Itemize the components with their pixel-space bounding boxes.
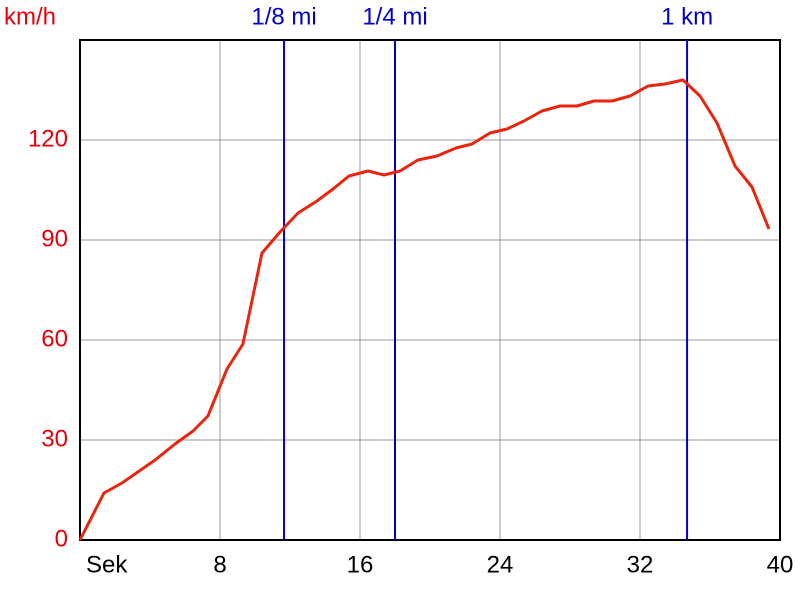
x-axis-label: Sek (86, 551, 128, 578)
y-tick-label: 0 (55, 525, 68, 552)
y-tick-label: 30 (41, 425, 68, 452)
distance-marker-label: 1/4 mi (362, 3, 427, 30)
x-tick-label: 32 (627, 551, 654, 578)
x-tick-label: 40 (767, 551, 794, 578)
y-tick-label: 120 (28, 125, 68, 152)
distance-marker-label: 1/8 mi (251, 3, 316, 30)
y-axis-label: km/h (4, 3, 56, 30)
x-tick-label: 8 (213, 551, 226, 578)
x-tick-label: 16 (347, 551, 374, 578)
distance-marker-label: 1 km (661, 3, 713, 30)
plot-frame (79, 39, 781, 541)
y-tick-label: 60 (41, 325, 68, 352)
x-tick-label: 24 (487, 551, 514, 578)
y-tick-label: 90 (41, 225, 68, 252)
speed-line (78, 78, 771, 541)
